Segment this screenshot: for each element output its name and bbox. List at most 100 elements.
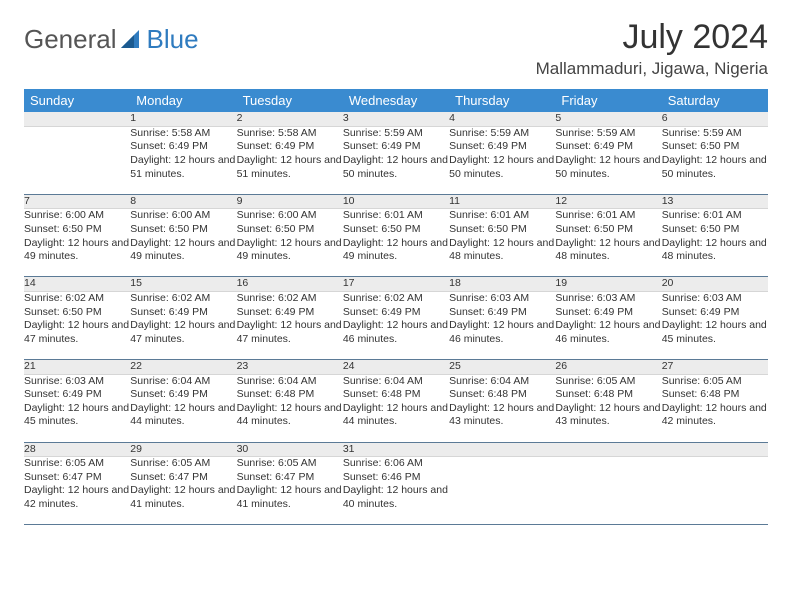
- sunset-text: Sunset: 6:50 PM: [449, 223, 555, 237]
- day-header: Tuesday: [237, 89, 343, 112]
- daylight-text: Daylight: 12 hours and 50 minutes.: [449, 154, 555, 181]
- day-number: [24, 112, 130, 126]
- sunset-text: Sunset: 6:47 PM: [24, 471, 130, 485]
- sunrise-text: Sunrise: 6:01 AM: [449, 209, 555, 223]
- daynum-row: 123456: [24, 112, 768, 126]
- day-number: 17: [343, 277, 449, 292]
- sunset-text: Sunset: 6:49 PM: [24, 388, 130, 402]
- day-cell: Sunrise: 6:01 AMSunset: 6:50 PMDaylight:…: [662, 209, 768, 277]
- daylight-text: Daylight: 12 hours and 43 minutes.: [555, 402, 661, 429]
- daylight-text: Daylight: 12 hours and 41 minutes.: [130, 484, 236, 511]
- logo: General Blue: [24, 18, 199, 55]
- daylight-text: Daylight: 12 hours and 50 minutes.: [343, 154, 449, 181]
- daylight-text: Daylight: 12 hours and 49 minutes.: [237, 237, 343, 264]
- day-cell: Sunrise: 6:03 AMSunset: 6:49 PMDaylight:…: [662, 291, 768, 359]
- sunset-text: Sunset: 6:48 PM: [449, 388, 555, 402]
- day-number: 4: [449, 112, 555, 126]
- sunrise-text: Sunrise: 6:05 AM: [555, 375, 661, 389]
- content-row: Sunrise: 6:05 AMSunset: 6:47 PMDaylight:…: [24, 457, 768, 525]
- day-number: 5: [555, 112, 661, 126]
- day-cell: Sunrise: 6:02 AMSunset: 6:50 PMDaylight:…: [24, 291, 130, 359]
- day-cell: Sunrise: 6:01 AMSunset: 6:50 PMDaylight:…: [343, 209, 449, 277]
- day-cell: Sunrise: 6:02 AMSunset: 6:49 PMDaylight:…: [343, 291, 449, 359]
- day-cell: Sunrise: 6:04 AMSunset: 6:49 PMDaylight:…: [130, 374, 236, 442]
- day-number: 14: [24, 277, 130, 292]
- daylight-text: Daylight: 12 hours and 46 minutes.: [555, 319, 661, 346]
- day-cell: [24, 126, 130, 194]
- day-cell: Sunrise: 6:05 AMSunset: 6:47 PMDaylight:…: [237, 457, 343, 525]
- sunrise-text: Sunrise: 6:03 AM: [555, 292, 661, 306]
- sunset-text: Sunset: 6:46 PM: [343, 471, 449, 485]
- daylight-text: Daylight: 12 hours and 47 minutes.: [24, 319, 130, 346]
- day-cell: Sunrise: 5:58 AMSunset: 6:49 PMDaylight:…: [130, 126, 236, 194]
- day-header: Wednesday: [343, 89, 449, 112]
- sunrise-text: Sunrise: 6:04 AM: [449, 375, 555, 389]
- sunset-text: Sunset: 6:49 PM: [662, 306, 768, 320]
- logo-text-part1: General: [24, 24, 117, 55]
- daylight-text: Daylight: 12 hours and 47 minutes.: [237, 319, 343, 346]
- sunset-text: Sunset: 6:47 PM: [130, 471, 236, 485]
- day-number: 19: [555, 277, 661, 292]
- daylight-text: Daylight: 12 hours and 51 minutes.: [130, 154, 236, 181]
- day-header: Sunday: [24, 89, 130, 112]
- day-cell: Sunrise: 6:03 AMSunset: 6:49 PMDaylight:…: [555, 291, 661, 359]
- sunrise-text: Sunrise: 5:59 AM: [449, 127, 555, 141]
- title-block: July 2024 Mallammaduri, Jigawa, Nigeria: [536, 18, 768, 79]
- content-row: Sunrise: 6:00 AMSunset: 6:50 PMDaylight:…: [24, 209, 768, 277]
- day-cell: Sunrise: 6:05 AMSunset: 6:48 PMDaylight:…: [555, 374, 661, 442]
- daynum-row: 14151617181920: [24, 277, 768, 292]
- day-number: 10: [343, 194, 449, 209]
- sunrise-text: Sunrise: 6:05 AM: [24, 457, 130, 471]
- day-number: 30: [237, 442, 343, 457]
- sunset-text: Sunset: 6:48 PM: [662, 388, 768, 402]
- day-number: 8: [130, 194, 236, 209]
- day-cell: Sunrise: 5:58 AMSunset: 6:49 PMDaylight:…: [237, 126, 343, 194]
- sunrise-text: Sunrise: 5:58 AM: [237, 127, 343, 141]
- daylight-text: Daylight: 12 hours and 41 minutes.: [237, 484, 343, 511]
- day-cell: [662, 457, 768, 525]
- day-number: 20: [662, 277, 768, 292]
- sunrise-text: Sunrise: 6:03 AM: [449, 292, 555, 306]
- sunrise-text: Sunrise: 5:59 AM: [343, 127, 449, 141]
- day-number: 16: [237, 277, 343, 292]
- daynum-row: 78910111213: [24, 194, 768, 209]
- day-cell: Sunrise: 6:04 AMSunset: 6:48 PMDaylight:…: [449, 374, 555, 442]
- calendar-table: Sunday Monday Tuesday Wednesday Thursday…: [24, 89, 768, 525]
- day-cell: Sunrise: 6:04 AMSunset: 6:48 PMDaylight:…: [343, 374, 449, 442]
- sunset-text: Sunset: 6:49 PM: [343, 306, 449, 320]
- day-cell: Sunrise: 6:05 AMSunset: 6:47 PMDaylight:…: [130, 457, 236, 525]
- sunrise-text: Sunrise: 6:03 AM: [662, 292, 768, 306]
- daynum-row: 21222324252627: [24, 359, 768, 374]
- sunset-text: Sunset: 6:48 PM: [555, 388, 661, 402]
- day-cell: Sunrise: 6:00 AMSunset: 6:50 PMDaylight:…: [24, 209, 130, 277]
- day-cell: Sunrise: 6:01 AMSunset: 6:50 PMDaylight:…: [449, 209, 555, 277]
- day-number: 29: [130, 442, 236, 457]
- sunset-text: Sunset: 6:50 PM: [343, 223, 449, 237]
- day-number: 6: [662, 112, 768, 126]
- sunrise-text: Sunrise: 6:01 AM: [555, 209, 661, 223]
- day-number: 26: [555, 359, 661, 374]
- month-title: July 2024: [536, 18, 768, 57]
- day-cell: Sunrise: 6:05 AMSunset: 6:47 PMDaylight:…: [24, 457, 130, 525]
- day-number: 13: [662, 194, 768, 209]
- day-number: 12: [555, 194, 661, 209]
- day-number: 31: [343, 442, 449, 457]
- day-cell: Sunrise: 5:59 AMSunset: 6:49 PMDaylight:…: [343, 126, 449, 194]
- day-cell: Sunrise: 5:59 AMSunset: 6:50 PMDaylight:…: [662, 126, 768, 194]
- sunrise-text: Sunrise: 5:58 AM: [130, 127, 236, 141]
- sunrise-text: Sunrise: 6:05 AM: [237, 457, 343, 471]
- day-number: 1: [130, 112, 236, 126]
- sunset-text: Sunset: 6:50 PM: [24, 223, 130, 237]
- sunrise-text: Sunrise: 6:02 AM: [343, 292, 449, 306]
- day-cell: Sunrise: 6:01 AMSunset: 6:50 PMDaylight:…: [555, 209, 661, 277]
- day-number: 28: [24, 442, 130, 457]
- day-number: 23: [237, 359, 343, 374]
- sunset-text: Sunset: 6:49 PM: [555, 306, 661, 320]
- day-number: 18: [449, 277, 555, 292]
- sunrise-text: Sunrise: 6:01 AM: [662, 209, 768, 223]
- daylight-text: Daylight: 12 hours and 48 minutes.: [449, 237, 555, 264]
- daylight-text: Daylight: 12 hours and 49 minutes.: [24, 237, 130, 264]
- sunset-text: Sunset: 6:49 PM: [449, 140, 555, 154]
- day-number: 15: [130, 277, 236, 292]
- sunrise-text: Sunrise: 6:02 AM: [24, 292, 130, 306]
